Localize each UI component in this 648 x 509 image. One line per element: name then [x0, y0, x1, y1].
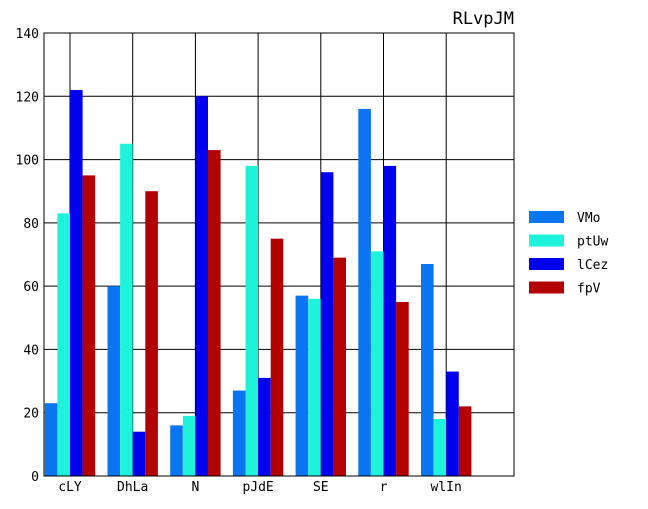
- bar-ptUw-SE: [308, 298, 321, 476]
- y-tick-label: 40: [23, 343, 39, 358]
- bar-lCez-N: [195, 96, 208, 477]
- bar-VMo-wlIn: [421, 263, 434, 476]
- y-axis-ticks: 0 20 40 60 80 100 120 140: [16, 27, 39, 485]
- bar-lCez-cLY: [70, 89, 83, 476]
- legend-swatch-fpV: [529, 281, 564, 294]
- legend-label-fpV: fpV: [577, 282, 601, 297]
- bar-VMo-pJdE: [232, 390, 246, 476]
- bar-ptUw-pJdE: [245, 165, 259, 476]
- y-tick-label: 20: [23, 407, 39, 422]
- plot-frame: [43, 32, 515, 477]
- bar-fpV-N: [208, 150, 221, 477]
- y-tick-label: 140: [16, 27, 39, 42]
- bar-lCez-pJdE: [258, 377, 271, 476]
- y-tick-label: 80: [23, 217, 39, 232]
- legend-swatch-ptUw: [529, 234, 564, 247]
- y-tick-label: 60: [23, 280, 39, 295]
- x-tick-label: r: [380, 480, 388, 495]
- legend-label-ptUw: ptUw: [577, 235, 608, 250]
- bar-fpV-r: [396, 301, 409, 476]
- bar-fpV-cLY: [82, 175, 96, 476]
- x-tick-label: cLY: [58, 480, 82, 495]
- bar-VMo-DhLa: [107, 286, 121, 476]
- x-tick-label: N: [191, 480, 199, 495]
- bar-fpV-pJdE: [270, 238, 284, 476]
- bar-ptUw-N: [182, 415, 196, 476]
- bar-fpV-SE: [333, 257, 346, 476]
- bar-VMo-r: [358, 108, 371, 476]
- bar-VMo-cLY: [44, 403, 58, 476]
- bar-ptUw-wlIn: [433, 419, 447, 476]
- y-tick-label: 0: [31, 470, 39, 485]
- bar-ptUw-DhLa: [120, 143, 133, 476]
- bar-lCez-r: [383, 165, 397, 476]
- bar-fpV-wlIn: [458, 406, 472, 476]
- x-tick-label: wlIn: [431, 480, 462, 495]
- bars: [44, 89, 472, 477]
- bar-lCez-DhLa: [132, 431, 146, 476]
- x-tick-label: pJdE: [242, 480, 273, 495]
- legend: VMo ptUw lCez fpV: [529, 211, 608, 297]
- bar-ptUw-r: [370, 251, 384, 476]
- legend-swatch-lCez: [529, 258, 564, 270]
- bar-lCez-SE: [320, 172, 334, 476]
- bar-ptUw-cLY: [57, 213, 70, 476]
- chart-title: RLvpJM: [453, 9, 514, 29]
- bar-VMo-N: [170, 425, 183, 476]
- legend-swatch-VMo: [529, 211, 564, 223]
- x-tick-label: SE: [313, 480, 329, 495]
- y-tick-label: 100: [16, 154, 39, 169]
- legend-label-VMo: VMo: [577, 211, 600, 226]
- bar-VMo-SE: [295, 295, 309, 476]
- x-tick-label: DhLa: [117, 480, 148, 495]
- bar-lCez-wlIn: [446, 371, 459, 476]
- legend-label-lCez: lCez: [577, 258, 608, 273]
- y-tick-label: 120: [16, 90, 39, 105]
- bar-fpV-DhLa: [145, 191, 158, 476]
